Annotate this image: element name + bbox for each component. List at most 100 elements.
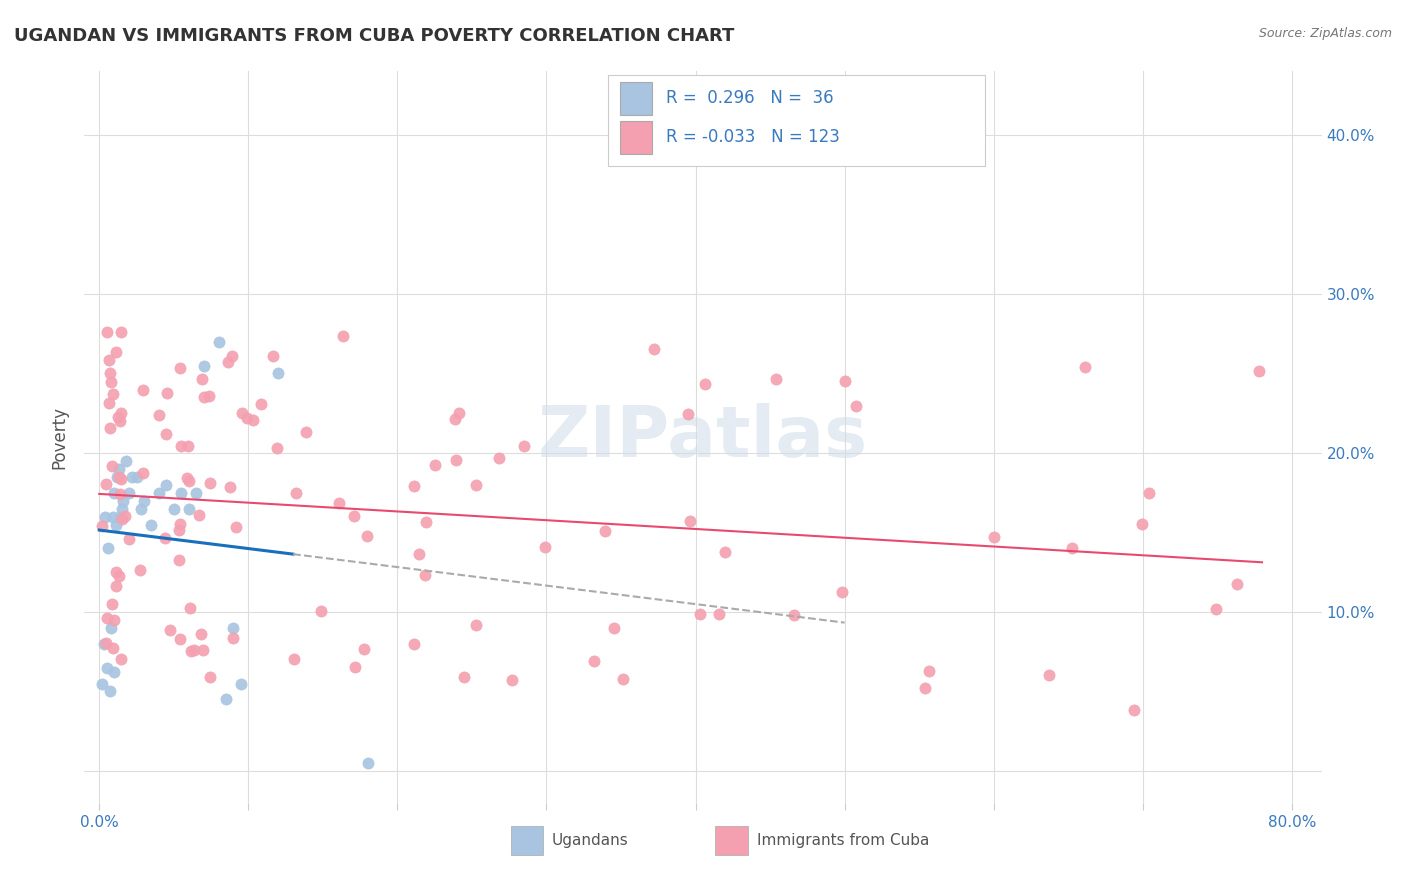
Point <box>707 607 730 621</box>
Point <box>107 409 129 424</box>
Point <box>108 509 131 524</box>
Point <box>101 509 124 524</box>
Point <box>198 388 221 402</box>
Point <box>1137 486 1160 500</box>
Point <box>198 670 221 684</box>
Point <box>231 406 253 420</box>
Point <box>96 325 118 339</box>
Point <box>103 665 125 680</box>
Point <box>402 479 425 493</box>
Point <box>1247 364 1270 378</box>
Point <box>190 627 212 641</box>
Point <box>218 480 240 494</box>
Point <box>155 477 177 491</box>
Point <box>101 458 124 473</box>
Point <box>98 395 121 409</box>
FancyBboxPatch shape <box>620 121 652 154</box>
Point <box>91 519 114 533</box>
Point <box>155 427 177 442</box>
Point <box>917 665 939 679</box>
Point <box>193 390 215 404</box>
Point <box>1122 703 1144 717</box>
Point <box>180 644 202 658</box>
Text: R =  0.296   N =  36: R = 0.296 N = 36 <box>666 89 834 107</box>
Point <box>111 501 134 516</box>
Point <box>104 344 127 359</box>
Point <box>98 421 121 435</box>
Point <box>188 508 211 523</box>
Point <box>612 672 634 686</box>
Point <box>193 359 215 373</box>
Point <box>110 487 132 501</box>
Point <box>284 485 307 500</box>
Point <box>100 621 122 635</box>
Point <box>169 360 191 375</box>
Text: Immigrants from Cuba: Immigrants from Cuba <box>758 833 929 848</box>
Point <box>177 501 200 516</box>
Point <box>132 383 155 397</box>
Point <box>217 355 239 369</box>
Point <box>679 514 702 528</box>
Point <box>328 495 350 509</box>
Point <box>229 676 252 690</box>
Point <box>447 405 470 419</box>
Point <box>112 493 135 508</box>
Point <box>170 485 193 500</box>
Point <box>689 607 711 621</box>
Point <box>235 410 257 425</box>
Point <box>110 652 132 666</box>
Point <box>100 366 122 380</box>
Point <box>465 478 488 492</box>
Point <box>110 472 132 486</box>
Point <box>693 376 716 391</box>
Point <box>121 470 143 484</box>
Point <box>250 397 273 411</box>
Point <box>169 517 191 532</box>
Point <box>94 509 117 524</box>
Point <box>167 553 190 567</box>
Point <box>222 631 245 645</box>
Point <box>242 413 264 427</box>
Point <box>513 439 536 453</box>
Point <box>488 451 510 466</box>
Point <box>159 623 181 637</box>
Point <box>534 541 557 555</box>
FancyBboxPatch shape <box>607 75 986 167</box>
Point <box>107 470 129 484</box>
Point <box>309 604 332 618</box>
Point <box>96 611 118 625</box>
Point <box>163 501 186 516</box>
Point <box>200 475 222 490</box>
Point <box>183 643 205 657</box>
Point <box>98 684 121 698</box>
Point <box>582 654 605 668</box>
Point <box>108 414 131 428</box>
Point <box>148 408 170 422</box>
Point <box>415 515 437 529</box>
Point <box>845 400 868 414</box>
Point <box>295 425 318 439</box>
Point <box>267 367 290 381</box>
Point <box>110 406 132 420</box>
Point <box>176 471 198 485</box>
Point <box>103 485 125 500</box>
Point <box>501 673 523 687</box>
Text: Ugandans: Ugandans <box>553 833 628 848</box>
Point <box>215 692 238 706</box>
Point <box>443 412 465 426</box>
Point <box>186 485 208 500</box>
Point <box>453 670 475 684</box>
Point <box>170 439 193 453</box>
Point <box>425 458 447 472</box>
Point <box>1205 602 1227 616</box>
Point <box>101 386 124 401</box>
Point <box>179 601 201 615</box>
Point <box>356 756 378 770</box>
Text: UGANDAN VS IMMIGRANTS FROM CUBA POVERTY CORRELATION CHART: UGANDAN VS IMMIGRANTS FROM CUBA POVERTY … <box>14 27 734 45</box>
Text: Source: ZipAtlas.com: Source: ZipAtlas.com <box>1258 27 1392 40</box>
Point <box>115 454 138 468</box>
Point <box>94 477 117 491</box>
FancyBboxPatch shape <box>512 826 543 855</box>
Point <box>834 374 856 388</box>
Point <box>141 517 163 532</box>
